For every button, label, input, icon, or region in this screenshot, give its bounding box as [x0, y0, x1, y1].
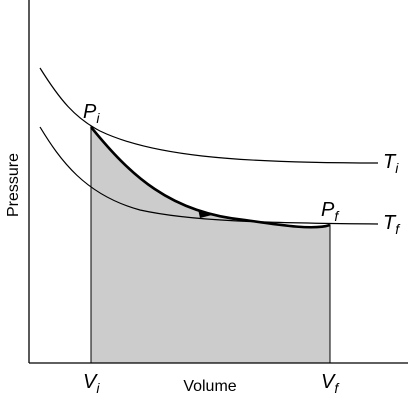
volume-final-label: Vf [321, 371, 340, 396]
process-arrow-icon [198, 209, 212, 218]
svg-text:Pf: Pf [321, 199, 340, 224]
isotherm-tf-curve [39, 126, 379, 225]
point-initial-label: Pi [83, 101, 100, 126]
isotherm-ti-label: Ti [383, 151, 399, 176]
y-axis-label: Pressure [5, 153, 22, 217]
volume-initial-label: Vi [83, 371, 100, 396]
svg-text:Vi: Vi [83, 371, 100, 396]
svg-text:Vf: Vf [321, 371, 340, 396]
point-final-label: Pf [321, 199, 340, 224]
svg-text:Pi: Pi [83, 101, 100, 126]
svg-text:Tf: Tf [383, 212, 401, 237]
process-path [89, 126, 331, 229]
svg-text:Ti: Ti [383, 151, 399, 176]
x-axis-label: Volume [183, 378, 236, 395]
isotherm-tf-label: Tf [383, 212, 401, 237]
isotherm-ti-curve [39, 67, 379, 164]
